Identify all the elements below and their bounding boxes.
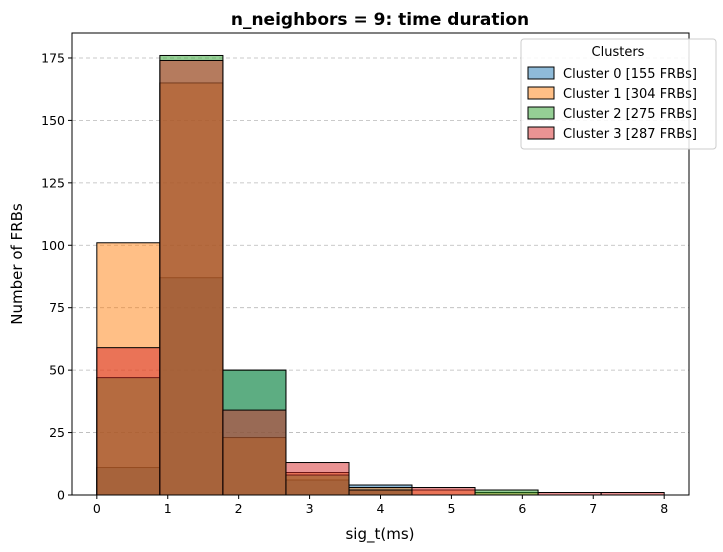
- x-tick-label: 7: [589, 501, 597, 516]
- x-tick-label: 5: [447, 501, 455, 516]
- y-tick-label: 150: [41, 113, 65, 128]
- chart-title: n_neighbors = 9: time duration: [231, 10, 529, 30]
- y-tick-label: 175: [41, 50, 65, 65]
- x-tick-label: 3: [306, 501, 314, 516]
- x-tick-label: 8: [660, 501, 668, 516]
- y-tick-label: 0: [57, 488, 65, 503]
- y-tick-label: 75: [49, 300, 65, 315]
- bar-cluster-3: [222, 409, 287, 496]
- y-tick-label: 125: [41, 175, 65, 190]
- bar-cluster-3: [411, 487, 476, 496]
- x-tick-label: 1: [164, 501, 172, 516]
- x-axis-ticks: 0 1 2 3 4 5 6 7 8: [93, 495, 668, 516]
- y-axis-label: Number of FRBs: [8, 203, 26, 325]
- legend-label: Cluster 2 [275 FRBs]: [563, 107, 697, 122]
- x-axis-label: sig_t(ms): [345, 525, 414, 544]
- bar-cluster-3: [285, 462, 350, 496]
- legend-swatch: [527, 106, 555, 120]
- bar-cluster-3: [159, 59, 224, 496]
- y-tick-label: 100: [41, 238, 65, 253]
- legend-label: Cluster 1 [304 FRBs]: [563, 87, 697, 102]
- x-tick-label: 4: [377, 501, 385, 516]
- bar-cluster-3: [96, 347, 161, 496]
- bar-cluster-3: [348, 489, 413, 496]
- legend: Clusters Cluster 0 [155 FRBs] Cluster 1 […: [520, 38, 717, 150]
- legend-items: Cluster 0 [155 FRBs] Cluster 1 [304 FRBs]…: [527, 66, 697, 142]
- y-tick-label: 50: [49, 363, 65, 378]
- legend-swatch: [527, 66, 555, 80]
- x-tick-label: 6: [518, 501, 526, 516]
- legend-box: [520, 38, 717, 150]
- legend-swatch: [527, 126, 555, 140]
- bar-cluster-2: [474, 489, 539, 496]
- y-tick-label: 25: [49, 425, 65, 440]
- legend-title: Clusters: [592, 45, 645, 60]
- bars: [96, 54, 665, 496]
- legend-swatch: [527, 86, 555, 100]
- y-axis-ticks: 0 25 50 75 100 125 150 175: [41, 50, 72, 503]
- legend-label: Cluster 3 [287 FRBs]: [563, 127, 697, 142]
- legend-label: Cluster 0 [155 FRBs]: [563, 67, 697, 82]
- x-tick-label: 0: [93, 501, 101, 516]
- x-tick-label: 2: [235, 501, 243, 516]
